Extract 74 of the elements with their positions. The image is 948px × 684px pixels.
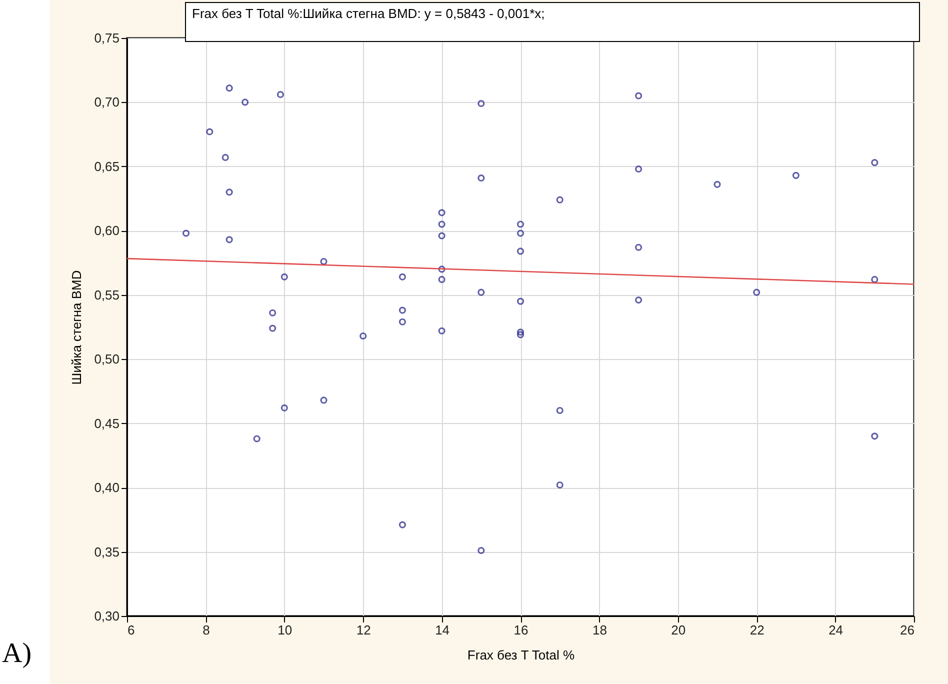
point [635, 165, 642, 173]
point [478, 546, 485, 554]
point [438, 209, 446, 216]
x-tick-label: 24 [828, 622, 844, 638]
y-tick-label: 0,35 [94, 544, 120, 560]
point [438, 276, 446, 284]
point [478, 174, 485, 182]
point [516, 230, 524, 237]
point [226, 236, 233, 244]
point [478, 288, 485, 296]
point [269, 324, 276, 332]
point [226, 188, 233, 196]
text-box: Frax без T Total %:Шийка стегна BMD: y = 0,5843 - 0,001*x; [185, 2, 920, 42]
point [360, 332, 367, 340]
point [516, 331, 524, 338]
y-tick-label: 0,65 [94, 158, 120, 174]
point [478, 100, 485, 108]
point [182, 230, 190, 237]
point [714, 180, 721, 188]
y-tick-label: 0,50 [94, 352, 120, 367]
y-tick-label: 0,45 [94, 416, 120, 431]
x-tick-label: 14 [435, 622, 450, 638]
x-axis-title: Frax без T Total % [467, 648, 576, 662]
point [398, 318, 406, 326]
point [269, 309, 276, 316]
x-tick-label: 6 [128, 622, 135, 638]
point [871, 432, 878, 440]
point [556, 196, 564, 204]
y-tick-label: 0,75 [94, 30, 120, 46]
point [280, 404, 288, 412]
point [320, 258, 328, 266]
y-tick-label: 0,30 [94, 608, 120, 624]
point [516, 248, 524, 255]
point [280, 273, 288, 280]
point [206, 128, 214, 136]
y-tick-label: 0,40 [94, 480, 120, 496]
x-tick-label: 16 [514, 622, 528, 638]
text: A) [2, 638, 32, 670]
point [516, 220, 524, 228]
point [635, 244, 642, 251]
point [753, 288, 760, 296]
point [516, 298, 524, 305]
point [222, 154, 229, 161]
point [398, 273, 406, 280]
x-tick-label: 12 [356, 622, 371, 638]
point [398, 306, 406, 314]
point [276, 90, 284, 98]
y-axis-title: Шийка стегна BMD [69, 270, 84, 385]
x-tick-label: 22 [750, 622, 764, 638]
point [871, 276, 878, 284]
point [253, 435, 260, 442]
point [635, 92, 642, 100]
point [635, 296, 642, 304]
point [226, 84, 233, 92]
point [792, 172, 800, 179]
point [556, 406, 564, 414]
point [438, 327, 446, 334]
x-tick-label: 8 [202, 622, 210, 638]
point [398, 521, 406, 528]
point [438, 266, 446, 273]
point [556, 481, 564, 489]
point [242, 98, 249, 106]
x-tick-label: 10 [278, 622, 292, 638]
x-tick-label: 20 [671, 622, 686, 638]
point [320, 396, 328, 404]
point [438, 232, 446, 240]
x-tick-label: 26 [900, 622, 914, 638]
point [516, 328, 524, 336]
y-tick-label: 0,70 [94, 94, 120, 110]
y-tick-label: 0,55 [94, 287, 120, 302]
point [438, 220, 446, 228]
point [871, 159, 878, 166]
y-tick-label: 0,60 [94, 223, 120, 238]
x-tick-label: 18 [592, 622, 607, 638]
